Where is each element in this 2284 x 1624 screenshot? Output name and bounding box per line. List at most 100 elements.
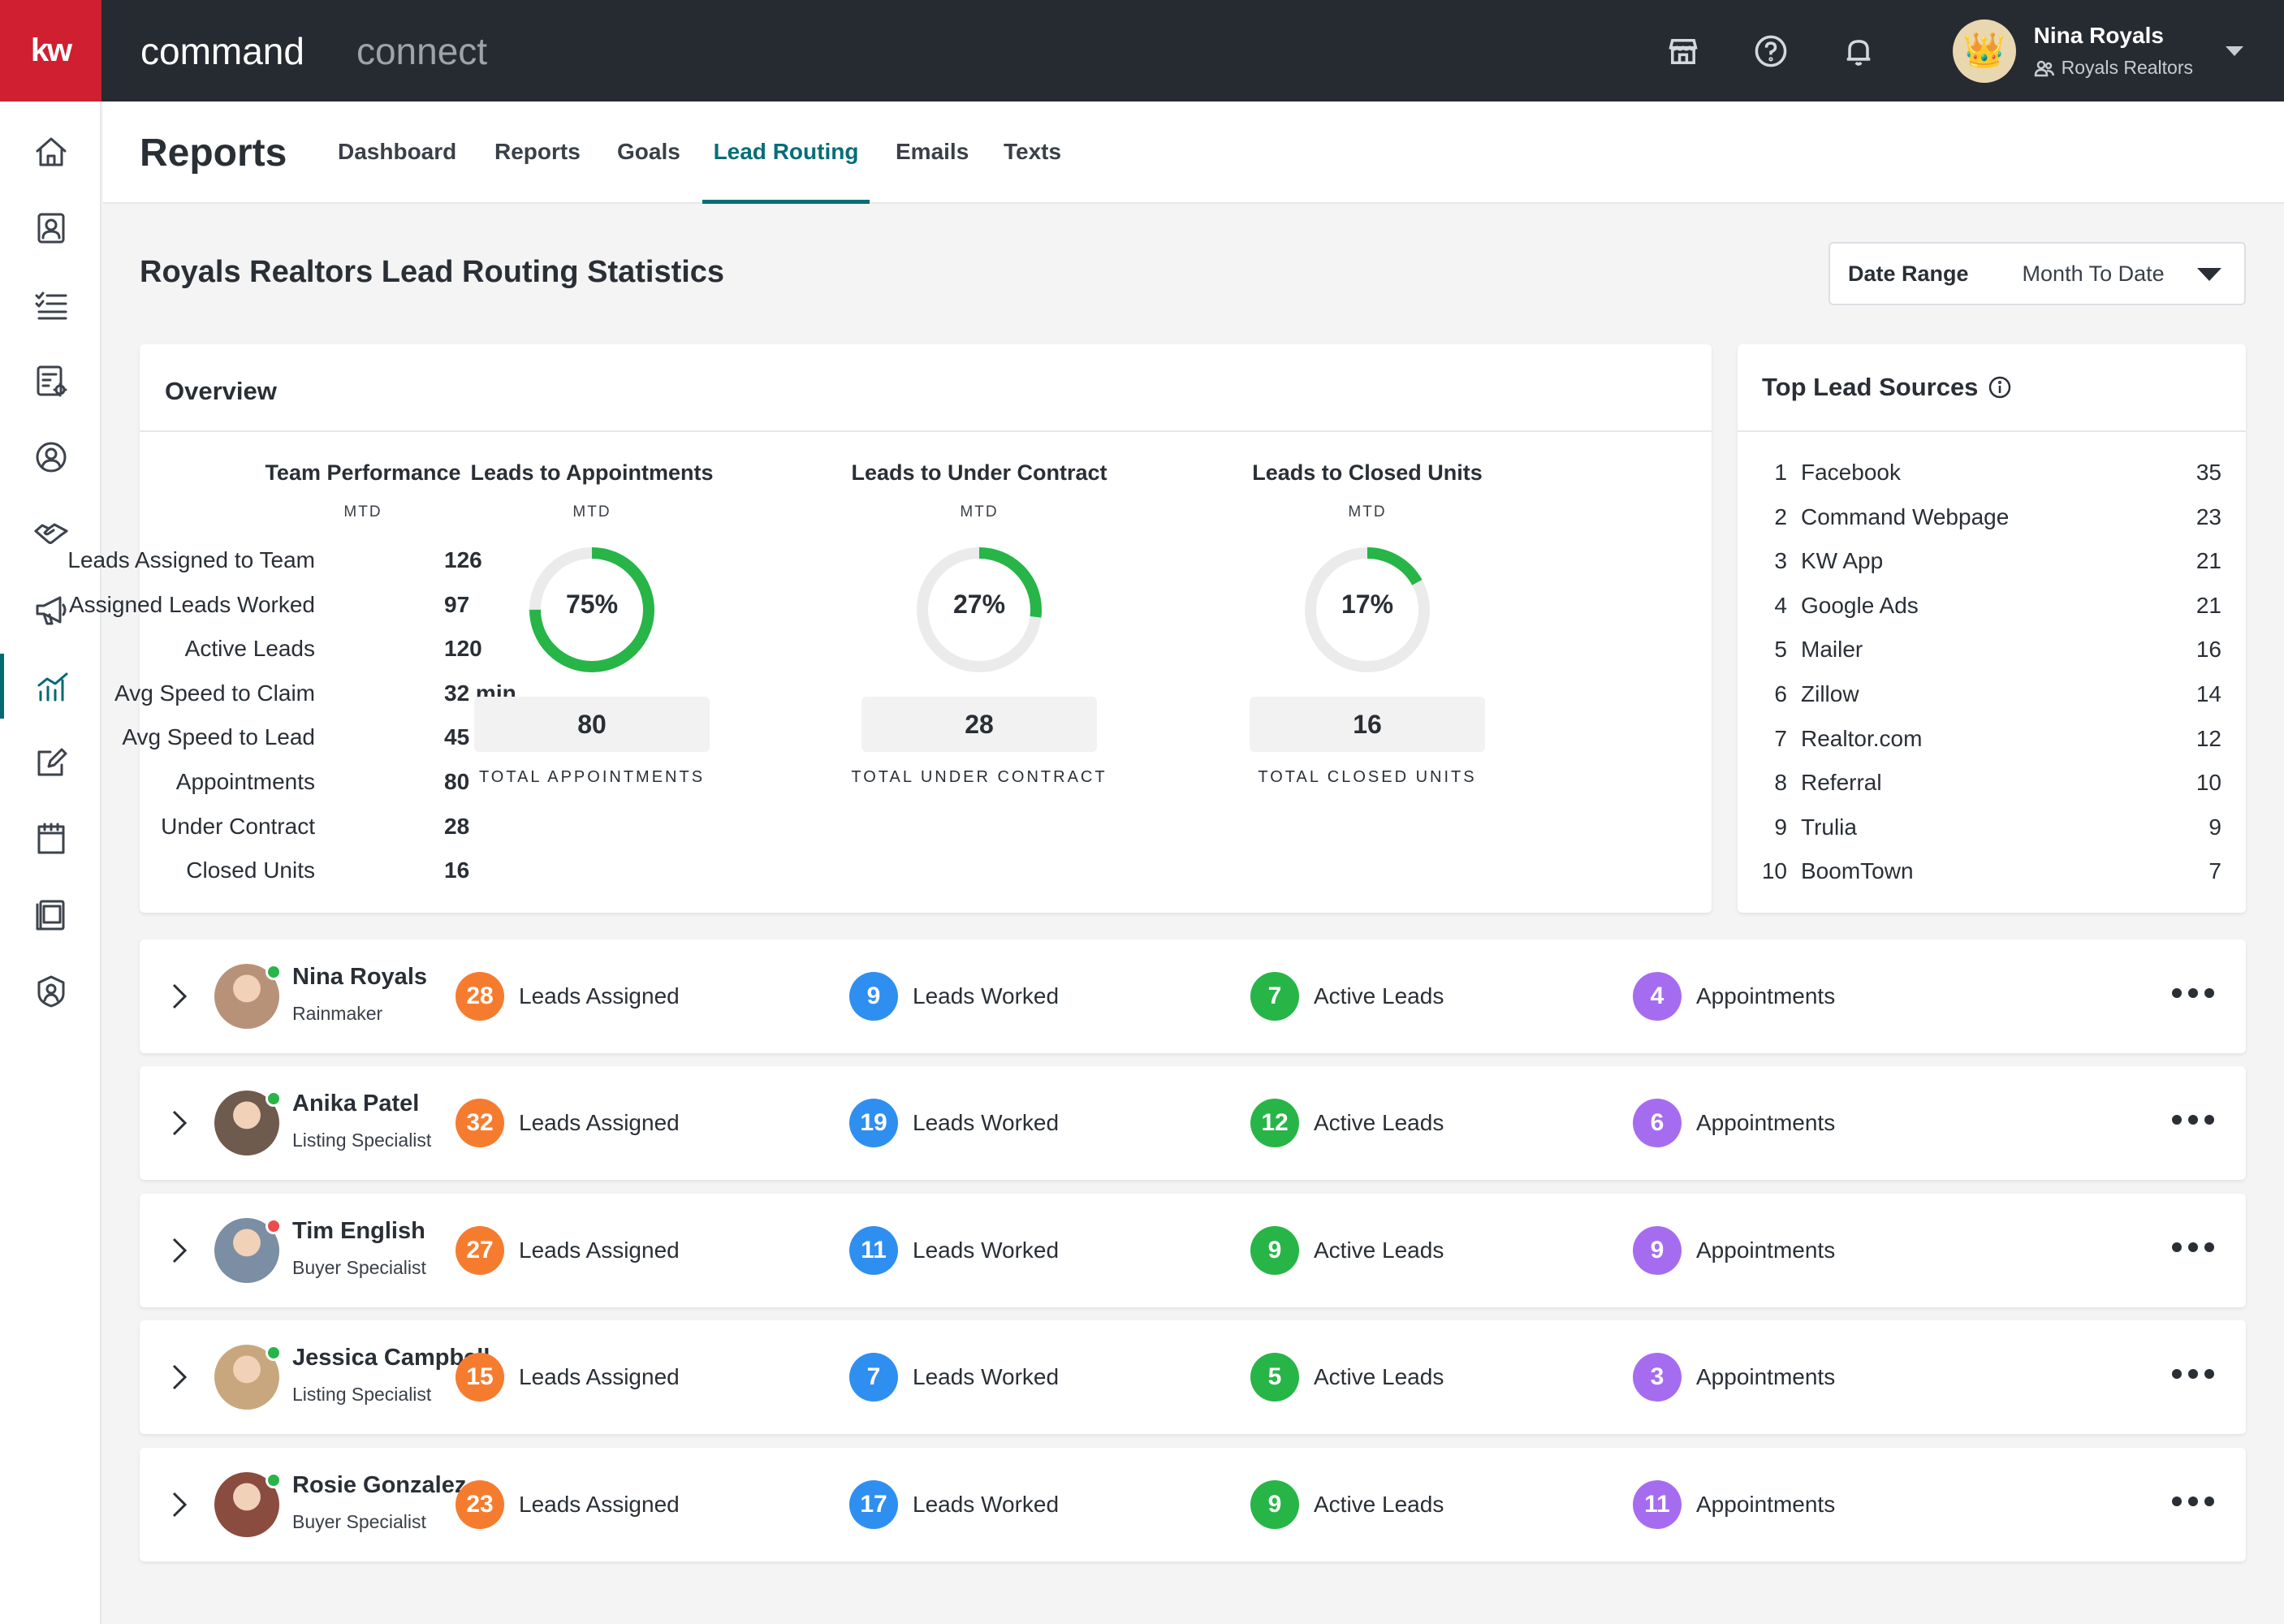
chevron-right-icon[interactable]: [162, 1234, 195, 1267]
sidebar-item-deals[interactable]: [0, 501, 101, 566]
agent-row[interactable]: Jessica Campbell Listing Specialist 15 Lead…: [140, 1320, 2246, 1434]
sidebar-item-support[interactable]: [0, 959, 101, 1024]
tab-emails[interactable]: Emails: [896, 139, 969, 164]
active-leads-stat: 9 Active Leads: [1250, 1480, 1444, 1529]
kw-logo[interactable]: kw: [0, 0, 101, 102]
leads-assigned-stat: 27 Leads Assigned: [456, 1226, 680, 1275]
agent-name[interactable]: Nina Royals: [292, 964, 427, 990]
tab-lead-routing[interactable]: Lead Routing: [702, 139, 870, 204]
appointments-stat: 11 Appointments: [1633, 1480, 1835, 1529]
agent-role: Buyer Specialist: [292, 1257, 426, 1278]
team-performance-title: Team Performance: [265, 460, 461, 485]
tab-goals[interactable]: Goals: [617, 139, 680, 164]
status-dot: [266, 1345, 282, 1361]
team-performance-row: Assigned Leads Worked 97: [69, 592, 708, 624]
leads-assigned-count: 15: [456, 1353, 504, 1402]
leads-worked-label: Leads Worked: [913, 1110, 1060, 1135]
conversion-total: 28: [861, 697, 1097, 752]
agent-name[interactable]: Anika Patel: [292, 1091, 420, 1116]
agent-name[interactable]: Tim English: [292, 1218, 425, 1244]
user-avatar[interactable]: 👑: [1952, 19, 2016, 83]
team-performance-value: 28: [444, 813, 470, 839]
sidebar-item-forms[interactable]: [0, 348, 101, 413]
conversion-percent: 17%: [1341, 590, 1394, 619]
lead-source-rank: 4: [1774, 592, 1787, 618]
sidebar-item-edit[interactable]: [0, 730, 101, 795]
conversion-total-label: TOTAL UNDER CONTRACT: [851, 768, 1107, 786]
more-options-icon[interactable]: [2172, 1369, 2221, 1379]
conversion-title: Leads to Closed Units: [1252, 460, 1483, 485]
app-connect-link[interactable]: connect: [356, 29, 488, 72]
leads-worked-count: 17: [849, 1480, 898, 1529]
leads-worked-label: Leads Worked: [913, 1364, 1060, 1389]
conversion-total: 16: [1250, 697, 1485, 752]
chevron-right-icon[interactable]: [162, 1488, 195, 1521]
lead-source-name: Zillow: [1801, 681, 1859, 706]
active-leads-stat: 7 Active Leads: [1250, 972, 1444, 1021]
sidebar-item-kw-docs[interactable]: [0, 883, 101, 948]
tasks-icon: [35, 292, 67, 320]
more-options-icon[interactable]: [2172, 1242, 2221, 1252]
store-icon[interactable]: [1657, 25, 1709, 77]
chevron-down-icon[interactable]: [2226, 45, 2243, 56]
app-command-link[interactable]: command: [140, 29, 304, 72]
lead-source-count: 16: [2195, 637, 2221, 663]
team-performance-label: Appointments: [175, 769, 315, 794]
appointments-stat: 4 Appointments: [1633, 972, 1835, 1021]
tab-reports[interactable]: Reports: [494, 139, 581, 164]
sidebar-item-calendar[interactable]: [0, 806, 101, 871]
help-icon[interactable]: [1745, 25, 1797, 77]
conversion-percent: 27%: [952, 590, 1006, 619]
agent-role: Rainmaker: [292, 1003, 383, 1024]
lead-source-row: 5 Mailer 16: [1738, 637, 2246, 669]
help-person-icon: [37, 975, 64, 1008]
tab-dashboard[interactable]: Dashboard: [338, 139, 457, 164]
home-icon: [36, 137, 66, 166]
lead-source-row: 3 KW App 21: [1738, 548, 2246, 581]
info-icon[interactable]: [1988, 375, 2012, 400]
contacts-icon: [37, 213, 64, 244]
active-leads-label: Active Leads: [1314, 983, 1444, 1009]
sidebar-item-home[interactable]: [0, 119, 101, 184]
donut-progress-arc: [917, 547, 1042, 672]
sidebar-item-reports[interactable]: [0, 654, 101, 719]
agent-row[interactable]: Rosie Gonzalez Buyer Specialist 23 Leads As…: [140, 1448, 2246, 1561]
sidebar-item-contacts[interactable]: [0, 196, 101, 261]
leads-worked-stat: 17 Leads Worked: [849, 1480, 1059, 1529]
agent-role: Listing Specialist: [292, 1384, 432, 1405]
lead-source-count: 10: [2195, 770, 2221, 796]
sidebar-item-tasks[interactable]: [0, 272, 101, 337]
agent-row[interactable]: Tim English Buyer Specialist 27 Leads Assig…: [140, 1194, 2246, 1307]
sidebar-item-profile[interactable]: [0, 425, 101, 490]
kw-docs-icon: [36, 900, 64, 931]
lead-source-name: Mailer: [1801, 637, 1863, 663]
leads-assigned-label: Leads Assigned: [519, 1492, 680, 1517]
bell-icon[interactable]: [1833, 25, 1885, 77]
leads-assigned-count: 32: [456, 1099, 504, 1147]
active-leads-count: 7: [1250, 972, 1299, 1021]
agent-name[interactable]: Rosie Gonzalez: [292, 1472, 467, 1498]
agent-row[interactable]: Anika Patel Listing Specialist 32 Leads Ass…: [140, 1066, 2246, 1180]
leads-assigned-label: Leads Assigned: [519, 1110, 680, 1135]
sidebar-item-marketing[interactable]: [0, 577, 101, 642]
appointments-count: 4: [1633, 972, 1682, 1021]
section-title: Royals Realtors Lead Routing Statistics: [140, 255, 725, 289]
chevron-right-icon[interactable]: [162, 1107, 195, 1139]
lead-source-rank: 7: [1774, 725, 1787, 751]
more-options-icon[interactable]: [2172, 1115, 2221, 1125]
date-range-select[interactable]: Date Range Month To Date: [1828, 242, 2246, 305]
leads-worked-count: 9: [849, 972, 898, 1021]
lead-source-row: 10 BoomTown 7: [1738, 858, 2246, 891]
tab-texts[interactable]: Texts: [1004, 139, 1062, 164]
lead-source-name: KW App: [1801, 548, 1884, 574]
more-options-icon[interactable]: [2172, 988, 2221, 998]
chevron-right-icon[interactable]: [162, 1361, 195, 1393]
lead-source-row: 1 Facebook 35: [1738, 460, 2246, 492]
more-options-icon[interactable]: [2172, 1497, 2221, 1506]
user-menu[interactable]: Nina Royals Royals Realtors: [2034, 23, 2193, 79]
team-performance-label: Leads Assigned to Team: [67, 547, 315, 572]
agent-row[interactable]: Nina Royals Rainmaker 28 Leads Assigned 9 Lea…: [140, 939, 2246, 1053]
chevron-right-icon[interactable]: [162, 980, 195, 1013]
donut-progress-arc: [529, 547, 654, 672]
user-team: Royals Realtors: [2034, 57, 2193, 79]
